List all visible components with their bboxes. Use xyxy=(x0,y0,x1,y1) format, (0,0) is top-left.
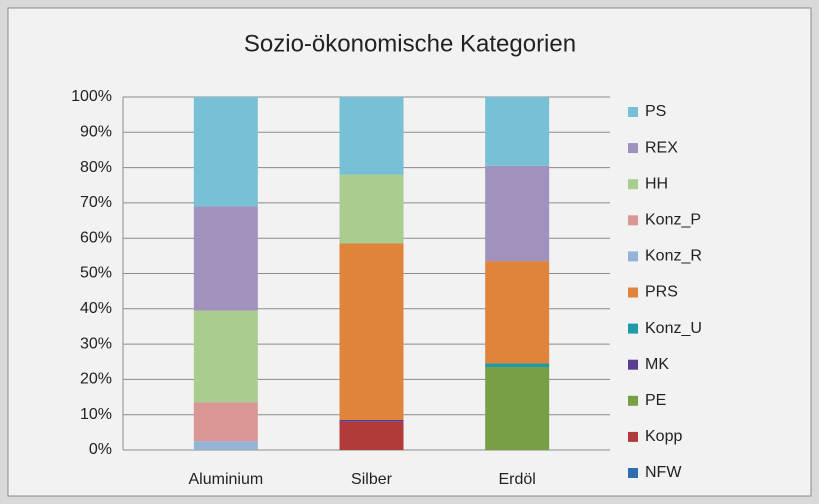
legend-label: REX xyxy=(645,139,678,156)
legend-swatch xyxy=(628,251,638,262)
legend-label: PRS xyxy=(645,284,678,301)
x-tick-label: Aluminium xyxy=(188,471,263,488)
bar-segment xyxy=(339,174,404,244)
legend-label: Konz_R xyxy=(645,248,702,265)
legend-swatch xyxy=(628,323,638,334)
y-tick-label: 10% xyxy=(80,406,112,423)
legend-label: MK xyxy=(645,356,669,373)
y-tick-label: 60% xyxy=(80,229,112,246)
y-tick-label: 80% xyxy=(80,159,112,176)
legend-label: Konz_P xyxy=(645,212,701,229)
bar-segment xyxy=(193,97,258,207)
bar-segment xyxy=(485,261,550,364)
bar-segment xyxy=(339,419,404,422)
y-tick-label: 0% xyxy=(89,441,112,458)
y-tick-label: 70% xyxy=(80,194,112,211)
x-tick-label: Erdöl xyxy=(498,471,535,488)
bar-segment xyxy=(485,367,550,450)
legend-swatch xyxy=(628,431,638,442)
bar-segment xyxy=(339,421,404,450)
legend-label: Konz_U xyxy=(645,320,702,337)
bar-segment xyxy=(193,402,258,442)
legend-swatch xyxy=(628,287,638,298)
bar-segment xyxy=(339,243,404,420)
legend-label: NFW xyxy=(645,464,682,481)
bar-segment xyxy=(193,206,258,311)
legend-label: Kopp xyxy=(645,428,682,445)
y-tick-label: 30% xyxy=(80,335,112,352)
y-tick-label: 40% xyxy=(80,300,112,317)
legend-label: HH xyxy=(645,175,668,192)
legend-swatch xyxy=(628,107,638,117)
bar-segment xyxy=(485,165,550,262)
y-tick-label: 20% xyxy=(80,371,112,388)
chart-title: Sozio-ökonomische Kategorien xyxy=(244,30,576,57)
legend-swatch xyxy=(628,359,638,370)
bar-segment xyxy=(339,97,404,175)
legend-swatch xyxy=(628,143,638,154)
bar-segment xyxy=(485,97,550,166)
bar-segment xyxy=(193,441,258,450)
legend-swatch xyxy=(628,468,638,478)
x-tick-label: Silber xyxy=(351,471,393,488)
y-tick-label: 50% xyxy=(80,265,112,282)
legend-label: PS xyxy=(645,103,666,120)
bar-segment xyxy=(193,310,258,403)
y-tick-label: 100% xyxy=(71,88,112,105)
legend-swatch xyxy=(628,395,638,406)
legend-swatch xyxy=(628,215,638,226)
legend-label: PE xyxy=(645,392,666,409)
legend-swatch xyxy=(628,179,638,190)
y-tick-label: 90% xyxy=(80,124,112,141)
bar-segment xyxy=(485,363,550,368)
